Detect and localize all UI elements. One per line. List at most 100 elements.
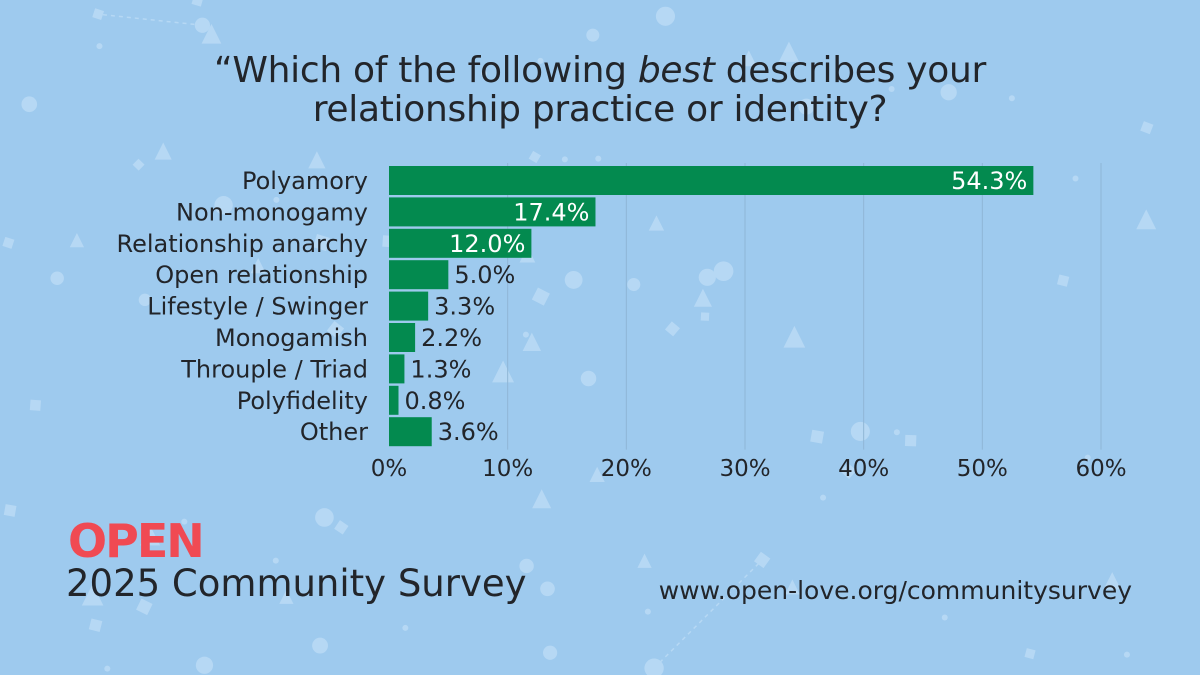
data-label: 12.0% — [449, 230, 525, 258]
pattern-shape — [481, 70, 488, 77]
chart-title-line-1: “Which of the following best describes y… — [214, 50, 986, 91]
bar-chart: 0% 10% 20% 30% 40% 50% 60% Polyamory 54.3% Non-mo… — [116, 163, 1127, 482]
pattern-shape — [312, 234, 331, 252]
pattern-shape — [784, 579, 800, 595]
pattern-shape — [589, 466, 605, 483]
pattern-shape — [492, 360, 515, 383]
pattern-shape — [586, 28, 600, 42]
pattern-shape — [893, 429, 900, 436]
x-tick-label: 30% — [719, 456, 770, 482]
pattern-shape — [92, 8, 105, 21]
pattern-shape — [2, 236, 15, 249]
data-label: 3.3% — [434, 293, 495, 321]
pattern-shape — [840, 462, 857, 479]
pattern-shape — [700, 312, 710, 321]
pattern-shape — [740, 50, 757, 67]
bar — [389, 228, 532, 258]
pattern-shape — [132, 158, 145, 171]
pattern-shape — [81, 583, 104, 606]
x-tick-label: 0% — [371, 456, 408, 482]
pattern-shape — [540, 581, 555, 597]
pattern-shape — [542, 645, 558, 660]
pattern-shape — [810, 429, 825, 444]
bar — [389, 323, 416, 352]
pattern-shape — [21, 96, 38, 113]
pattern-shape — [194, 17, 211, 33]
pattern-shape — [250, 257, 266, 274]
category-label: Non-monogamy — [176, 198, 368, 226]
category-label: Monogamish — [215, 324, 368, 352]
pattern-shape — [644, 608, 651, 615]
data-label: 2.2% — [421, 324, 482, 352]
pattern-shape — [195, 656, 214, 674]
pattern-shape — [1123, 651, 1130, 658]
pattern-shape — [537, 57, 544, 64]
pattern-shape — [888, 85, 895, 92]
title-emphasis: best — [637, 50, 715, 91]
pattern-shape — [181, 518, 188, 525]
pattern-shape — [272, 557, 279, 564]
bar — [389, 354, 405, 384]
bar — [389, 166, 1034, 195]
x-tick-label: 20% — [601, 456, 652, 482]
pattern-shape — [154, 142, 172, 160]
data-label: 5.0% — [454, 261, 515, 289]
pattern-shape — [1057, 274, 1070, 287]
pattern-shape — [50, 271, 64, 286]
open-logo: OPEN — [68, 514, 205, 568]
pattern-shape — [104, 665, 111, 672]
bar — [389, 197, 596, 227]
category-label: Other — [300, 418, 368, 446]
x-tick-label: 40% — [838, 456, 889, 482]
pattern-shape — [754, 551, 771, 569]
pattern-shape — [1008, 95, 1015, 102]
pattern-line — [653, 559, 763, 669]
pattern-shape — [1103, 572, 1121, 590]
category-label: Polyfidelity — [237, 387, 368, 415]
pattern-shape — [402, 624, 409, 631]
pattern-shape — [326, 320, 345, 339]
pattern-shape — [140, 525, 161, 546]
survey-url: www.open-love.org/communitysurvey — [658, 576, 1132, 605]
pattern-shape — [798, 98, 815, 115]
pattern-shape — [191, 0, 204, 7]
pattern-shape — [312, 637, 329, 654]
pattern-shape — [96, 43, 103, 50]
chart-title-line-2: relationship practice or identity? — [312, 89, 888, 130]
pattern-shape — [904, 434, 917, 447]
category-label: Polyamory — [242, 167, 368, 195]
pattern-shape — [1024, 648, 1036, 660]
data-label: 0.8% — [404, 387, 465, 415]
bar — [389, 291, 429, 321]
bar — [389, 385, 399, 415]
pattern-shape — [627, 278, 641, 292]
pattern-shape — [88, 618, 103, 632]
pattern-shape — [713, 261, 734, 282]
pattern-shape — [1136, 209, 1157, 230]
pattern-shape — [564, 270, 583, 289]
x-tick-label: 10% — [482, 456, 533, 482]
pattern-shape — [279, 589, 294, 604]
pattern-shape — [778, 41, 800, 62]
pattern-shape — [698, 268, 716, 286]
pattern-shape — [655, 6, 676, 26]
x-tick-label: 60% — [1075, 456, 1126, 482]
pattern-shape — [648, 215, 665, 231]
pattern-shape — [664, 321, 680, 337]
pattern-shape — [561, 156, 568, 163]
pattern-shape — [528, 150, 541, 164]
pattern-line — [98, 13, 203, 26]
pattern-shape — [783, 325, 806, 348]
pattern-shape — [214, 196, 233, 215]
pattern-shape — [29, 399, 41, 411]
category-label: Throuple / Triad — [180, 355, 368, 383]
pattern-shape — [644, 658, 664, 675]
pattern-shape — [580, 370, 597, 387]
x-tick-label: 50% — [957, 456, 1008, 482]
pattern-shape — [637, 553, 652, 568]
pattern-shape — [522, 332, 542, 352]
pattern-shape — [308, 151, 326, 169]
pattern-shape — [201, 23, 222, 44]
pattern-shape — [136, 598, 153, 616]
